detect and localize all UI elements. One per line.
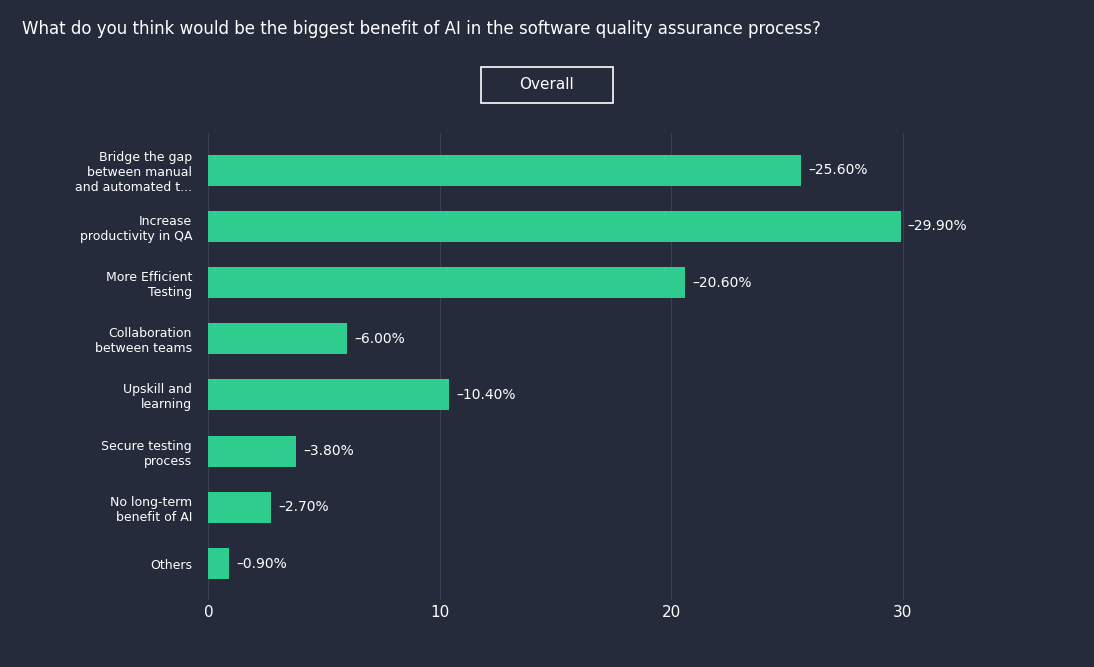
Text: –10.40%: –10.40%	[456, 388, 515, 402]
Text: –29.90%: –29.90%	[908, 219, 967, 233]
Bar	[209, 548, 230, 579]
Bar	[209, 436, 296, 467]
Bar	[209, 267, 685, 298]
Bar	[209, 211, 900, 241]
Bar	[209, 492, 271, 523]
Text: –6.00%: –6.00%	[354, 331, 405, 346]
Bar	[209, 155, 801, 185]
Text: –3.80%: –3.80%	[303, 444, 354, 458]
Bar	[209, 380, 450, 410]
Text: –20.60%: –20.60%	[693, 275, 752, 289]
Text: Overall: Overall	[520, 77, 574, 92]
Text: –2.70%: –2.70%	[278, 500, 328, 514]
Bar	[209, 323, 348, 354]
Text: What do you think would be the biggest benefit of AI in the software quality ass: What do you think would be the biggest b…	[22, 20, 820, 38]
Text: –25.60%: –25.60%	[808, 163, 868, 177]
Text: –0.90%: –0.90%	[236, 557, 287, 570]
